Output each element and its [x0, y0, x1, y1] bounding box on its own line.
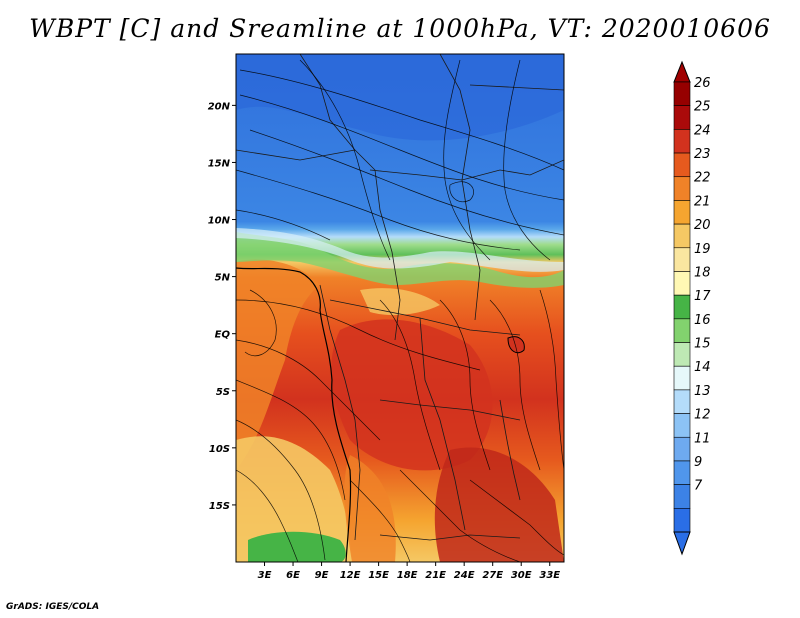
plot-frame	[235, 53, 565, 563]
colorbar-swatch	[673, 484, 691, 509]
colorbar-swatch	[673, 318, 691, 343]
colorbar-label: 23	[694, 147, 711, 162]
y-tick-label: 20N	[208, 101, 231, 112]
x-tick-label: 18E	[397, 570, 418, 581]
x-axis: 3E 6E 9E 12E 15E 18E 21E 24E 27E 30E 33E	[258, 562, 560, 581]
x-tick-label: 33E	[539, 570, 560, 581]
y-axis: 20N 15N 10N 5N EQ 5S 10S 15S	[208, 101, 236, 512]
colorbar: 26 25 24 23 22 21 20 19 18 17 16 15 14 13 12 11 9 7	[673, 60, 711, 556]
x-tick-label: 12E	[340, 570, 361, 581]
colorbar-swatch	[673, 271, 691, 296]
colorbar-swatch	[673, 247, 691, 272]
patch-southeast-darkred	[434, 447, 564, 562]
colorbar-swatch	[673, 223, 691, 249]
y-tick-label: 10S	[209, 444, 230, 455]
colorbar-swatch	[673, 389, 691, 414]
y-tick-label: 5S	[216, 387, 230, 398]
y-tick-label: 15S	[209, 501, 230, 512]
patch-southwest-green	[248, 531, 346, 562]
colorbar-label: 26	[694, 76, 711, 91]
colorbar-swatch	[673, 460, 691, 485]
patch-north-deepblue	[236, 54, 564, 141]
colorbar-swatch	[673, 105, 691, 130]
wbpt-patches	[236, 54, 564, 562]
lake-victoria	[507, 336, 525, 354]
patch-southwest-yellow	[236, 436, 352, 562]
colorbar-swatch	[673, 508, 691, 533]
patch-central-darkred	[331, 319, 493, 471]
colorbar-label: 12	[694, 408, 711, 423]
colorbar-label: 18	[694, 265, 711, 280]
y-tick-label: EQ	[215, 330, 231, 341]
colorbar-label: 15	[694, 337, 711, 352]
streamlines	[236, 59, 564, 562]
colorbar-swatch	[673, 413, 691, 438]
colorbar-swatch	[673, 81, 691, 106]
colorbar-label: 17	[694, 289, 711, 304]
x-tick-label: 27E	[482, 570, 503, 581]
colorbar-swatch	[673, 176, 691, 201]
x-tick-label: 6E	[286, 570, 300, 581]
x-tick-label: 24E	[454, 570, 475, 581]
y-tick-label: 15N	[208, 158, 231, 169]
colorbar-under-arrow	[673, 531, 691, 556]
colorbar-swatch	[673, 365, 691, 391]
y-tick-label: 5N	[215, 273, 231, 284]
grads-credit: GrADS: IGES/COLA	[6, 602, 100, 612]
colorbar-label: 21	[694, 194, 711, 209]
colorbar-swatch	[673, 436, 691, 462]
x-tick-label: 30E	[511, 570, 532, 581]
colorbar-swatch	[673, 294, 691, 320]
colorbar-label: 20	[694, 218, 711, 233]
coastline	[236, 267, 352, 562]
colorbar-label: 16	[694, 313, 711, 328]
country-borders	[236, 54, 564, 541]
colorbar-label: 19	[694, 242, 711, 257]
x-tick-label: 21E	[425, 570, 446, 581]
colorbar-label: 22	[694, 171, 711, 186]
map-plot-area	[235, 53, 565, 563]
colorbar-label: 7	[694, 479, 703, 494]
patch-light-band	[236, 228, 564, 272]
colorbar-swatch	[673, 200, 691, 225]
colorbar-label: 11	[694, 431, 711, 446]
colorbar-swatch	[673, 129, 691, 154]
x-tick-label: 15E	[368, 570, 389, 581]
patch-green-band	[236, 232, 564, 288]
colorbar-label: 25	[694, 100, 711, 115]
chart-title: WBPT [C] and Sreamline at 1000hPa, VT: 2…	[29, 14, 771, 43]
y-tick-label: 10N	[208, 216, 231, 227]
colorbar-over-arrow	[673, 60, 691, 83]
colorbar-label: 9	[694, 455, 702, 470]
colorbar-swatch	[673, 342, 691, 367]
colorbar-label: 14	[694, 360, 711, 375]
x-tick-label: 9E	[315, 570, 329, 581]
colorbar-swatch	[673, 152, 691, 178]
colorbar-label: 24	[694, 123, 711, 138]
x-tick-label: 3E	[258, 570, 272, 581]
patch-west-orange	[236, 259, 320, 470]
colorbar-label: 13	[694, 384, 711, 399]
